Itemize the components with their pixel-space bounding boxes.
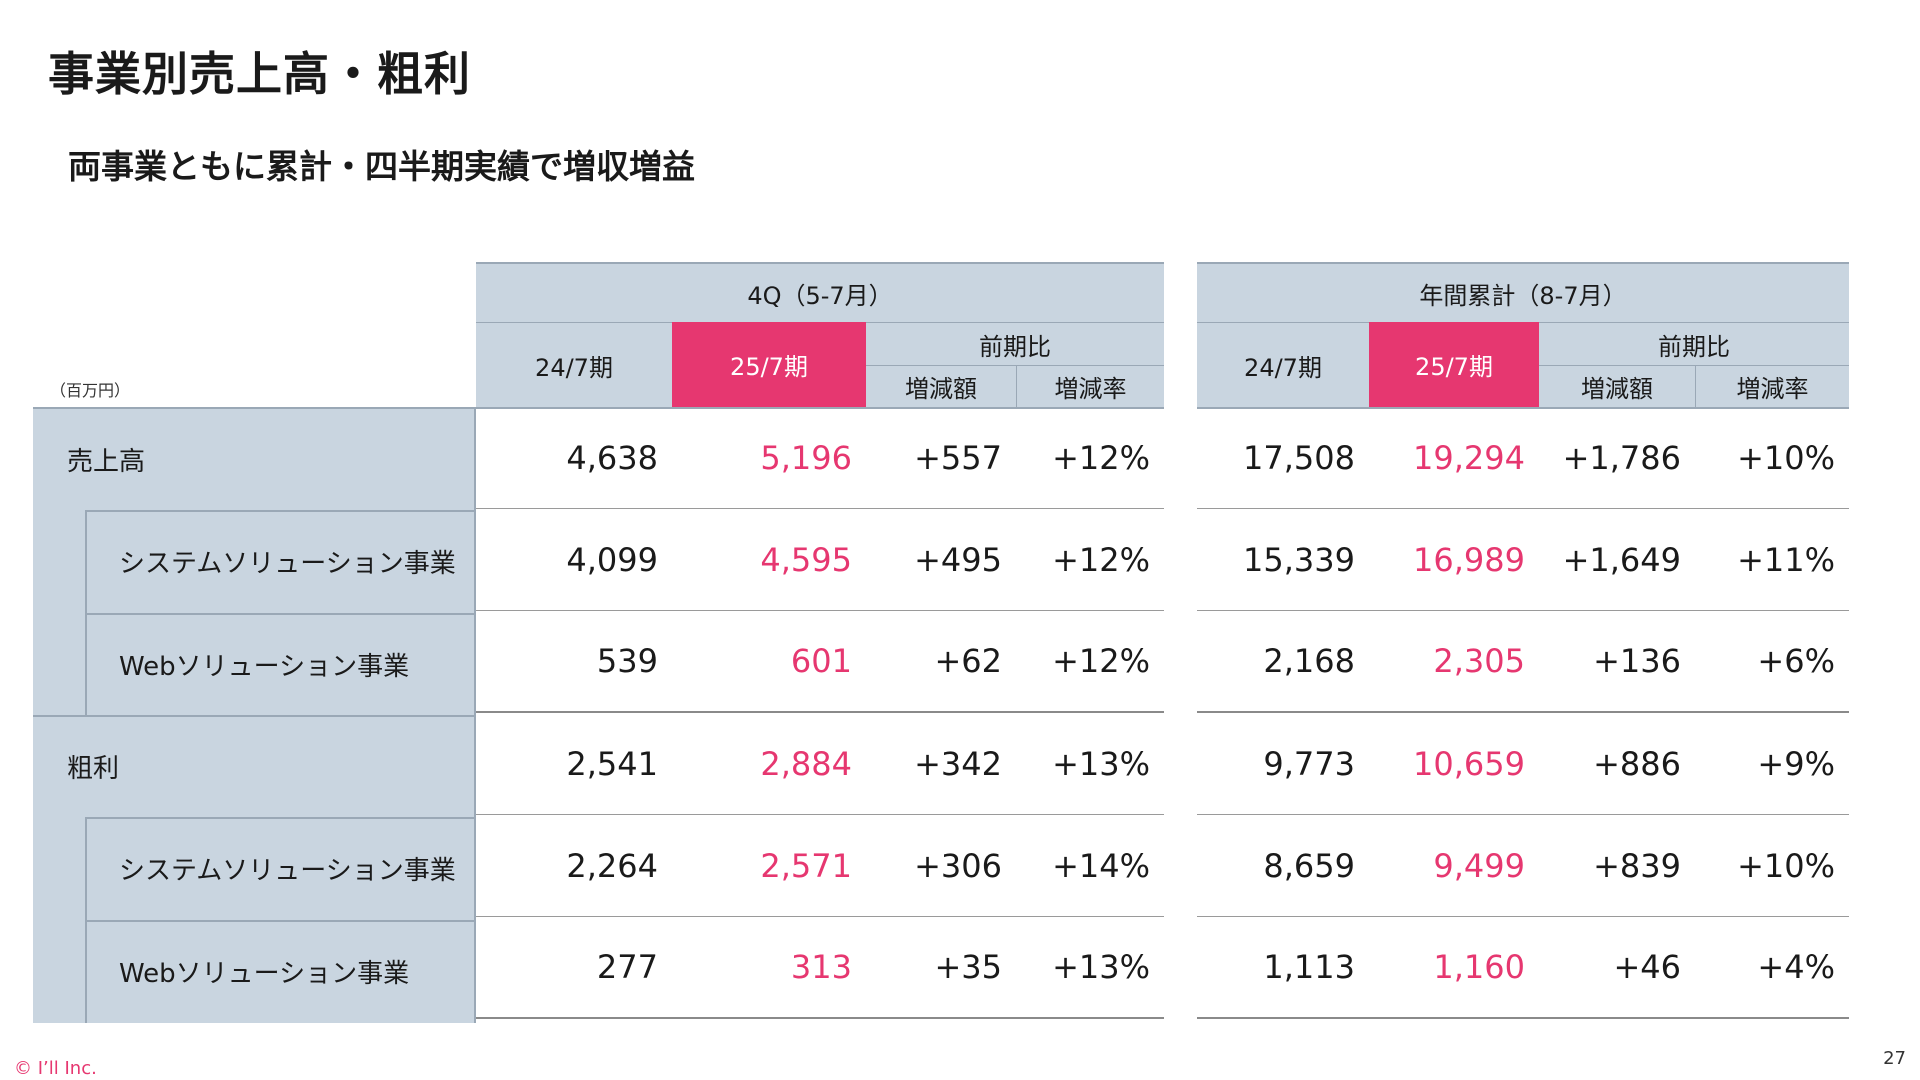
row-divider <box>85 920 476 922</box>
cell-annual-diff: +886 <box>1593 744 1681 783</box>
cell-annual-prev: 15,339 <box>1243 540 1355 579</box>
cell-annual-curr: 16,989 <box>1413 540 1525 579</box>
cell-4q-curr: 2,571 <box>760 846 852 885</box>
cell-4q-diff: +306 <box>914 846 1002 885</box>
table-row: 277 313 +35 +13% <box>476 917 1164 1019</box>
cell-4q-prev: 2,264 <box>566 846 658 885</box>
cell-4q-curr: 2,884 <box>760 744 852 783</box>
row-divider <box>85 817 476 819</box>
header-4q-diff: 増減額 <box>866 365 1016 407</box>
page-number: 27 <box>1883 1048 1906 1069</box>
row-label-column: 売上高 システムソリューション事業 Webソリューション事業 粗利 システムソリ… <box>33 407 476 1023</box>
cell-4q-rate: +14% <box>1052 846 1150 885</box>
page-subtitle: 両事業ともに累計・四半期実績で増収増益 <box>68 147 695 186</box>
cell-annual-prev: 2,168 <box>1263 642 1355 680</box>
table-row: 2,168 2,305 +136 +6% <box>1197 611 1849 713</box>
cell-annual-prev: 9,773 <box>1263 744 1355 783</box>
header-4q-prev: 24/7期 <box>476 322 672 407</box>
table-4q: 4Q（5-7月） 24/7期 25/7期 前期比 増減額 増減率 4,638 5… <box>476 262 1164 1021</box>
header-annual-curr: 25/7期 <box>1369 322 1539 407</box>
table-row: 4,099 4,595 +495 +12% <box>476 509 1164 611</box>
cell-4q-rate: +13% <box>1052 744 1150 783</box>
cell-annual-rate: +9% <box>1757 744 1835 783</box>
row-label-sales: 売上高 <box>67 447 146 477</box>
cell-4q-prev: 2,541 <box>566 744 658 783</box>
cell-annual-rate: +4% <box>1757 948 1835 986</box>
table-row: 4,638 5,196 +557 +12% <box>476 407 1164 509</box>
row-divider <box>85 510 476 512</box>
cell-4q-prev: 539 <box>596 642 658 680</box>
table-row: 9,773 10,659 +886 +9% <box>1197 713 1849 815</box>
cell-4q-diff: +342 <box>914 744 1002 783</box>
table-row: 1,113 1,160 +46 +4% <box>1197 917 1849 1019</box>
cell-4q-curr: 313 <box>790 948 852 986</box>
cell-annual-rate: +11% <box>1737 540 1835 579</box>
table-row: 17,508 19,294 +1,786 +10% <box>1197 407 1849 509</box>
header-bottom-line <box>476 407 1164 409</box>
row-label-gp-system: システムソリューション事業 <box>119 856 456 886</box>
cell-annual-prev: 8,659 <box>1263 846 1355 885</box>
header-annual-title: 年間累計（8-7月） <box>1197 262 1849 322</box>
unit-label: （百万円） <box>50 381 131 400</box>
cell-annual-diff: +46 <box>1613 948 1681 986</box>
cell-annual-diff: +839 <box>1593 846 1681 885</box>
row-label-sales-system: システムソリューション事業 <box>119 549 456 579</box>
header-4q-title: 4Q（5-7月） <box>476 262 1164 322</box>
row-divider <box>85 613 476 615</box>
table-row: 8,659 9,499 +839 +10% <box>1197 815 1849 917</box>
copyright-footer: © I’ll Inc. <box>14 1058 97 1079</box>
header-4q-rate: 増減率 <box>1016 365 1164 407</box>
cell-annual-curr: 9,499 <box>1433 846 1525 885</box>
cell-4q-rate: +12% <box>1052 642 1150 680</box>
cell-annual-curr: 1,160 <box>1433 948 1525 986</box>
header-annual-diff: 増減額 <box>1539 365 1695 407</box>
cell-annual-curr: 2,305 <box>1433 642 1525 680</box>
cell-annual-rate: +6% <box>1757 642 1835 680</box>
cell-4q-rate: +12% <box>1052 540 1150 579</box>
header-annual-compare: 前期比 <box>1539 322 1849 365</box>
cell-annual-curr: 19,294 <box>1413 438 1525 477</box>
cell-annual-rate: +10% <box>1737 846 1835 885</box>
cell-4q-prev: 4,099 <box>566 540 658 579</box>
header-bottom-line <box>1197 407 1849 409</box>
cell-annual-prev: 1,113 <box>1263 948 1355 986</box>
page-title: 事業別売上高・粗利 <box>48 47 471 101</box>
cell-4q-rate: +13% <box>1052 948 1150 986</box>
header-annual-prev: 24/7期 <box>1197 322 1369 407</box>
cell-annual-diff: +136 <box>1593 642 1681 680</box>
cell-annual-curr: 10,659 <box>1413 744 1525 783</box>
row-label-gross-profit: 粗利 <box>67 754 120 784</box>
header-4q-curr: 25/7期 <box>672 322 866 407</box>
table-row: 2,264 2,571 +306 +14% <box>476 815 1164 917</box>
cell-4q-curr: 4,595 <box>760 540 852 579</box>
row-label-gp-web: Webソリューション事業 <box>119 959 410 989</box>
cell-4q-diff: +62 <box>934 642 1002 680</box>
cell-4q-diff: +35 <box>934 948 1002 986</box>
cell-4q-diff: +557 <box>914 438 1002 477</box>
cell-annual-diff: +1,786 <box>1562 438 1681 477</box>
cell-annual-prev: 17,508 <box>1243 438 1355 477</box>
cell-4q-rate: +12% <box>1052 438 1150 477</box>
row-label-sales-web: Webソリューション事業 <box>119 652 410 682</box>
cell-4q-diff: +495 <box>914 540 1002 579</box>
table-row: 539 601 +62 +12% <box>476 611 1164 713</box>
header-annual-rate: 増減率 <box>1695 365 1849 407</box>
header-4q-compare: 前期比 <box>866 322 1164 365</box>
cell-4q-prev: 277 <box>596 948 658 986</box>
section-divider <box>33 715 476 717</box>
cell-4q-curr: 601 <box>790 642 852 680</box>
cell-4q-prev: 4,638 <box>566 438 658 477</box>
table-row: 2,541 2,884 +342 +13% <box>476 713 1164 815</box>
cell-4q-curr: 5,196 <box>760 438 852 477</box>
table-annual: 年間累計（8-7月） 24/7期 25/7期 前期比 増減額 増減率 17,50… <box>1197 262 1849 1021</box>
cell-annual-diff: +1,649 <box>1562 540 1681 579</box>
cell-annual-rate: +10% <box>1737 438 1835 477</box>
table-row: 15,339 16,989 +1,649 +11% <box>1197 509 1849 611</box>
